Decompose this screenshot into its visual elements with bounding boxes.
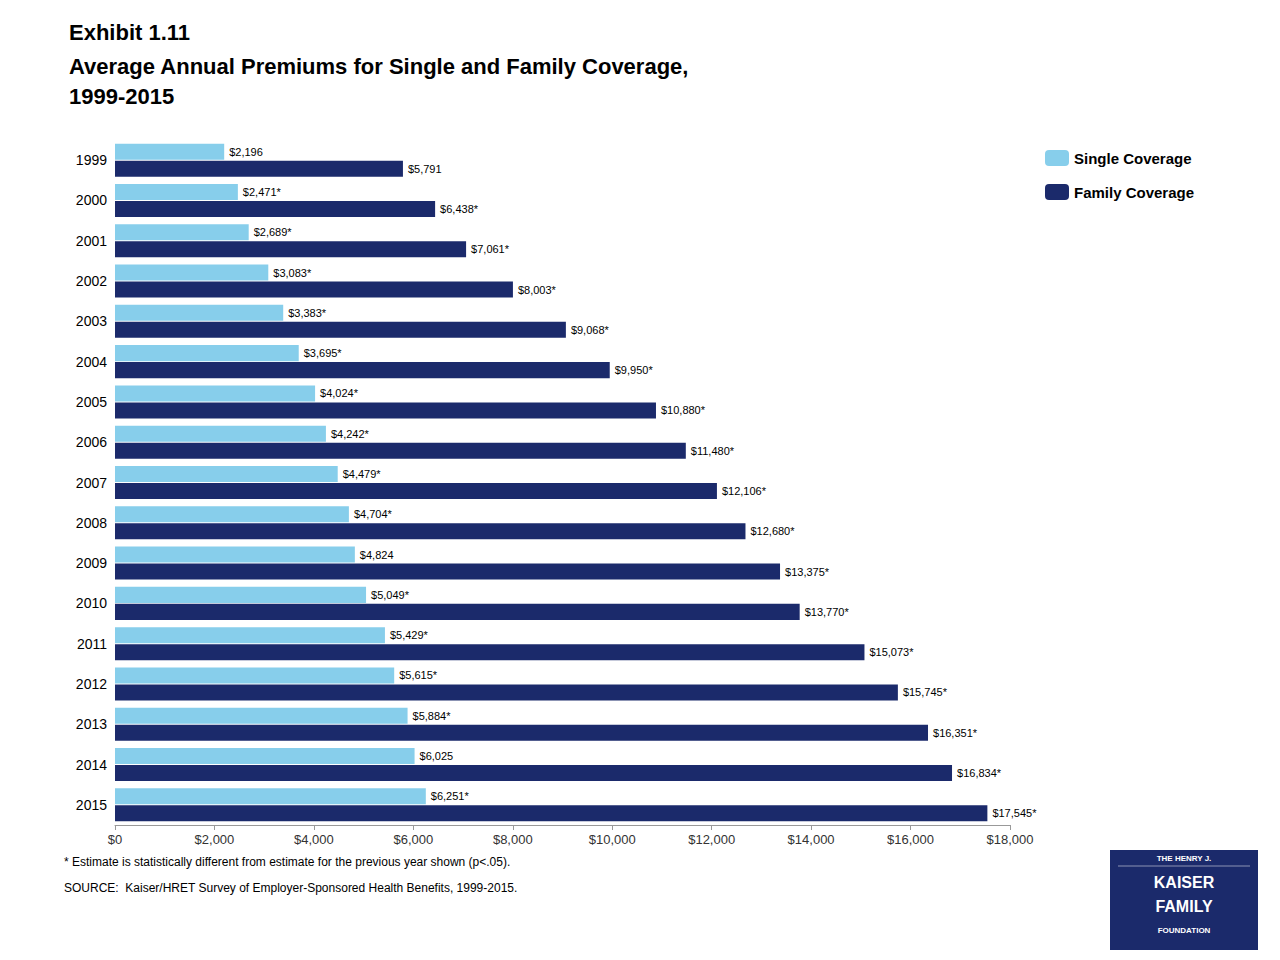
svg-text:2015: 2015 [76,797,107,813]
svg-text:$5,429*: $5,429* [390,629,429,641]
svg-text:2003: 2003 [76,313,107,329]
svg-text:Single Coverage: Single Coverage [1074,150,1192,167]
svg-text:2002: 2002 [76,273,107,289]
svg-text:$12,680*: $12,680* [750,525,795,537]
svg-text:$0: $0 [108,832,122,847]
svg-text:$6,000: $6,000 [393,832,433,847]
svg-text:$15,073*: $15,073* [869,646,914,658]
svg-text:$5,615*: $5,615* [399,669,438,681]
svg-text:$4,000: $4,000 [294,832,334,847]
svg-text:$12,106*: $12,106* [722,485,767,497]
svg-text:$6,438*: $6,438* [440,203,479,215]
svg-text:$3,083*: $3,083* [273,267,312,279]
svg-text:$5,791: $5,791 [408,163,442,175]
svg-text:$7,061*: $7,061* [471,243,510,255]
svg-text:$16,000: $16,000 [887,832,934,847]
svg-text:Family Coverage: Family Coverage [1074,184,1194,201]
svg-text:$8,003*: $8,003* [518,284,557,296]
svg-text:$2,689*: $2,689* [254,226,293,238]
svg-text:FAMILY: FAMILY [1155,898,1213,915]
svg-text:$14,000: $14,000 [788,832,835,847]
svg-text:2013: 2013 [76,716,107,732]
svg-text:$10,000: $10,000 [589,832,636,847]
svg-text:$5,884*: $5,884* [413,710,452,722]
svg-text:$5,049*: $5,049* [371,589,410,601]
svg-text:$9,950*: $9,950* [615,364,654,376]
svg-text:$6,025: $6,025 [420,750,454,762]
svg-text:FOUNDATION: FOUNDATION [1158,926,1211,935]
svg-text:SOURCE: Kaiser/HRET Survey of: SOURCE: Kaiser/HRET Survey of Employer-S… [64,881,517,895]
svg-text:$2,000: $2,000 [195,832,235,847]
svg-text:1999: 1999 [76,152,107,168]
svg-text:Average Annual Premiums for Si: Average Annual Premiums for Single and F… [69,54,688,79]
svg-text:$4,024*: $4,024* [320,387,359,399]
svg-text:$2,196: $2,196 [229,146,263,158]
svg-text:$4,704*: $4,704* [354,508,393,520]
svg-text:$17,545*: $17,545* [992,807,1037,819]
svg-text:KAISER: KAISER [1154,874,1215,891]
svg-text:$16,834*: $16,834* [957,767,1002,779]
svg-text:2014: 2014 [76,757,107,773]
svg-text:1999-2015: 1999-2015 [69,84,174,109]
svg-text:$6,251*: $6,251* [431,790,470,802]
svg-text:$4,824: $4,824 [360,549,394,561]
svg-text:$13,375*: $13,375* [785,566,830,578]
svg-text:2001: 2001 [76,233,107,249]
svg-text:$16,351*: $16,351* [933,727,978,739]
svg-text:$10,880*: $10,880* [661,404,706,416]
svg-text:2007: 2007 [76,475,107,491]
svg-text:$11,480*: $11,480* [691,445,735,457]
svg-text:$2,471*: $2,471* [243,186,282,198]
svg-text:$3,383*: $3,383* [288,307,327,319]
svg-text:$3,695*: $3,695* [304,347,343,359]
svg-text:$4,479*: $4,479* [343,468,382,480]
svg-text:$12,000: $12,000 [688,832,735,847]
svg-text:$8,000: $8,000 [493,832,533,847]
svg-text:$9,068*: $9,068* [571,324,610,336]
svg-text:$13,770*: $13,770* [805,606,850,618]
svg-text:$15,745*: $15,745* [903,686,948,698]
svg-text:2011: 2011 [77,636,107,652]
svg-text:2006: 2006 [76,434,107,450]
svg-text:Exhibit 1.11: Exhibit 1.11 [69,20,190,45]
svg-text:$4,242*: $4,242* [331,428,370,440]
svg-text:2009: 2009 [76,555,107,571]
svg-text:$18,000: $18,000 [987,832,1034,847]
svg-text:2008: 2008 [76,515,107,531]
svg-text:2005: 2005 [76,394,107,410]
svg-text:2000: 2000 [76,192,107,208]
svg-text:2010: 2010 [76,595,107,611]
svg-text:* Estimate is statistically di: * Estimate is statistically different fr… [64,855,510,869]
svg-text:2004: 2004 [76,354,107,370]
svg-text:THE HENRY J.: THE HENRY J. [1157,854,1212,863]
svg-text:2012: 2012 [76,676,107,692]
